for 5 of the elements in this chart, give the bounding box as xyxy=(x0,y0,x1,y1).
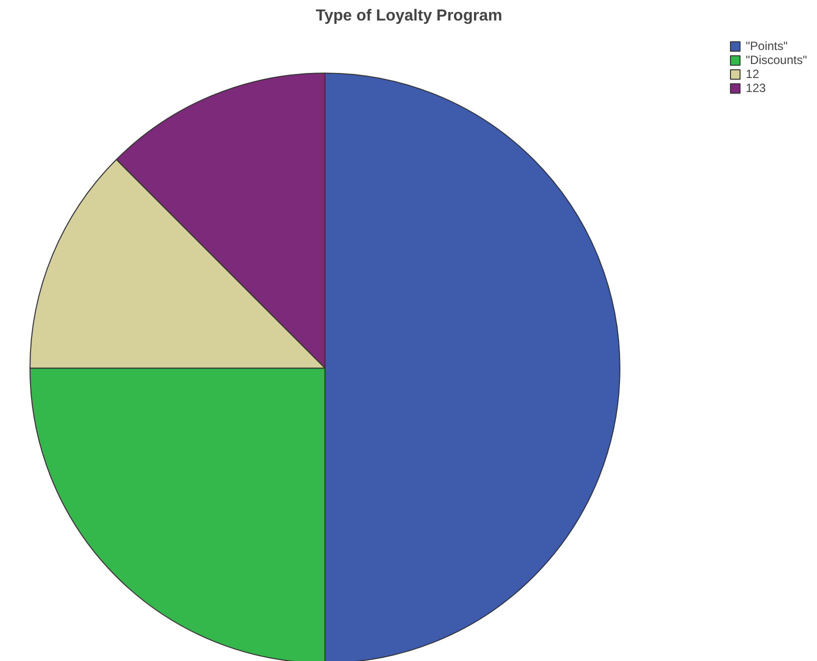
legend-label: "Points" xyxy=(746,39,788,53)
legend-label: "Discounts" xyxy=(746,53,807,67)
legend-label: 12 xyxy=(746,67,760,81)
chart-title: Type of Loyalty Program xyxy=(316,8,502,24)
legend-label: 123 xyxy=(746,81,766,95)
